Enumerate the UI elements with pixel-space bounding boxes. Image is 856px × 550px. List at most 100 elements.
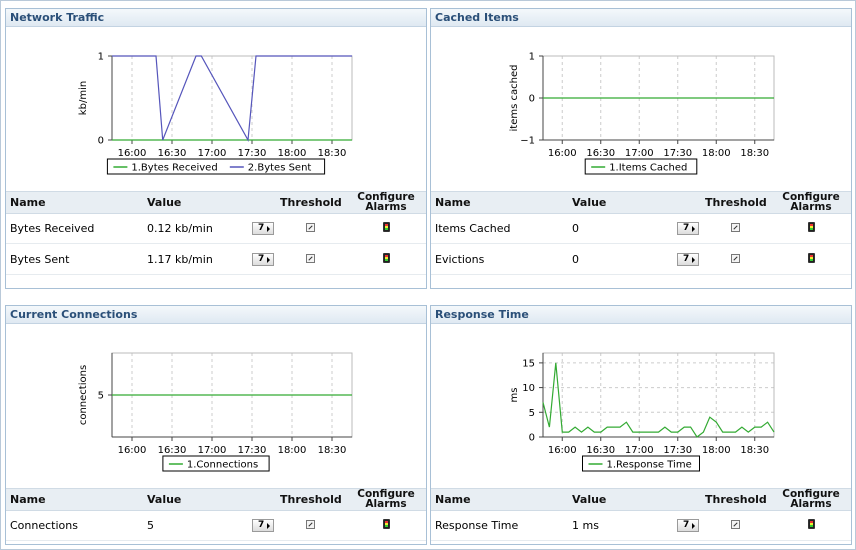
x-tick-label: 18:00 <box>278 148 307 159</box>
col-value: Value <box>147 196 182 209</box>
x-tick-label: 17:30 <box>238 148 267 159</box>
legend-label: 2.Bytes Sent <box>248 163 312 174</box>
threshold-select-button[interactable]: 7 <box>677 253 699 266</box>
col-value: Value <box>572 196 607 209</box>
x-tick-label: 18:30 <box>318 445 347 456</box>
x-tick-label: 18:30 <box>318 148 347 159</box>
legend-label: 1.Items Cached <box>609 163 687 174</box>
row-value: 0 <box>572 222 579 235</box>
x-tick-label: 16:30 <box>586 445 615 456</box>
threshold-select-button[interactable]: 7 <box>677 519 699 532</box>
panel-title: Current Connections <box>6 306 426 324</box>
plot-area <box>542 352 775 438</box>
x-tick-label: 18:00 <box>278 445 307 456</box>
y-tick-label: 5 <box>529 408 535 419</box>
y-tick-label: 10 <box>522 383 535 394</box>
y-tick-label: 0 <box>529 94 535 105</box>
panel-title: Response Time <box>431 306 851 324</box>
y-tick-label: 1 <box>529 52 535 63</box>
col-name: Name <box>10 493 46 506</box>
x-tick-label: 16:30 <box>586 148 615 159</box>
x-tick-label: 17:00 <box>625 148 654 159</box>
legend-label: 1.Bytes Received <box>131 163 217 174</box>
y-axis-label: connections <box>78 365 89 425</box>
row-value: 1.17 kb/min <box>147 253 213 266</box>
x-tick-label: 16:00 <box>548 148 577 159</box>
threshold-select-button[interactable]: 7 <box>677 222 699 235</box>
configure-alarm-icon[interactable] <box>383 253 390 263</box>
x-tick-label: 17:30 <box>663 148 692 159</box>
col-configure-alarms: Configure Alarms <box>782 191 840 213</box>
legend <box>106 158 326 175</box>
table-header: Name Value Threshold Configure Alarms <box>6 191 426 214</box>
col-threshold: Threshold <box>705 196 767 209</box>
x-tick-label: 16:30 <box>158 148 187 159</box>
threshold-select-button[interactable]: 7 <box>252 519 274 532</box>
legend <box>582 455 700 472</box>
configure-alarm-icon[interactable] <box>808 222 815 232</box>
row-name: Bytes Sent <box>10 253 70 266</box>
col-threshold: Threshold <box>705 493 767 506</box>
panel-title: Cached Items <box>431 9 851 27</box>
chart: −10116:0016:3017:0017:3018:0018:30Timeit… <box>509 52 775 175</box>
row-name: Bytes Received <box>10 222 95 235</box>
panel-title: Network Traffic <box>6 9 426 27</box>
x-tick-label: 18:00 <box>702 445 731 456</box>
panel-cached-items: Cached Items −1 0 1 16:00 16:30 17:00 17:30 18:0… <box>430 8 852 289</box>
row-name: Evictions <box>435 253 485 266</box>
row-value: 5 <box>147 519 154 532</box>
table-row: Response Time 1 ms 7 <box>431 510 851 541</box>
x-tick-label: 18:00 <box>702 148 731 159</box>
x-tick-label: 18:30 <box>740 148 769 159</box>
table-row: Evictions 0 7 <box>431 244 851 275</box>
chart: 0116:0016:3017:0017:3018:0018:30Timekb/m… <box>78 52 353 175</box>
x-tick-label: 16:00 <box>548 445 577 456</box>
row-name: Items Cached <box>435 222 511 235</box>
y-tick-label: 15 <box>522 358 535 369</box>
col-name: Name <box>435 493 471 506</box>
row-value: 0.12 kb/min <box>147 222 213 235</box>
edit-threshold-icon[interactable] <box>731 223 740 232</box>
chart: 516:0016:3017:0017:3018:0018:30Timeconne… <box>78 352 353 472</box>
y-tick-label: −1 <box>520 136 535 147</box>
table-row: Items Cached 0 7 <box>431 213 851 244</box>
configure-alarm-icon[interactable] <box>808 253 815 263</box>
y-axis-label: items cached <box>509 65 520 132</box>
y-tick-label: 1 <box>98 52 104 63</box>
legend-label: 1.Response Time <box>607 460 692 471</box>
panel-network-traffic: Network Traffic 0 1 16:00 16:30 17:00 17:30 18:… <box>5 8 427 289</box>
legend <box>162 455 270 472</box>
col-configure-alarms: Configure Alarms <box>357 191 415 213</box>
configure-alarm-icon[interactable] <box>383 519 390 529</box>
legend <box>584 158 698 175</box>
col-configure-alarms: Configure Alarms <box>782 488 840 510</box>
col-value: Value <box>572 493 607 506</box>
configure-alarm-icon[interactable] <box>383 222 390 232</box>
row-value: 0 <box>572 253 579 266</box>
table-header: Name Value Threshold Configure Alarms <box>6 488 426 511</box>
threshold-select-button[interactable]: 7 <box>252 253 274 266</box>
legend-label: 1.Connections <box>187 460 258 471</box>
table-header: Name Value Threshold Configure Alarms <box>431 488 851 511</box>
col-name: Name <box>10 196 46 209</box>
y-axis-label: kb/min <box>78 81 89 115</box>
edit-threshold-icon[interactable] <box>306 223 315 232</box>
table-row: Bytes Received 0.12 kb/min 7 <box>6 213 426 244</box>
edit-threshold-icon[interactable] <box>731 254 740 263</box>
plot-area <box>111 55 353 141</box>
y-tick-label: 0 <box>98 136 104 147</box>
y-tick-label: 0 <box>529 433 535 444</box>
col-threshold: Threshold <box>280 493 342 506</box>
y-axis-label: ms <box>509 388 520 403</box>
threshold-select-button[interactable]: 7 <box>252 222 274 235</box>
row-value: 1 ms <box>572 519 599 532</box>
edit-threshold-icon[interactable] <box>306 520 315 529</box>
edit-threshold-icon[interactable] <box>731 520 740 529</box>
col-threshold: Threshold <box>280 196 342 209</box>
x-tick-label: 17:30 <box>238 445 267 456</box>
edit-threshold-icon[interactable] <box>306 254 315 263</box>
y-tick-label: 5 <box>98 391 104 402</box>
x-tick-label: 17:00 <box>625 445 654 456</box>
configure-alarm-icon[interactable] <box>808 519 815 529</box>
